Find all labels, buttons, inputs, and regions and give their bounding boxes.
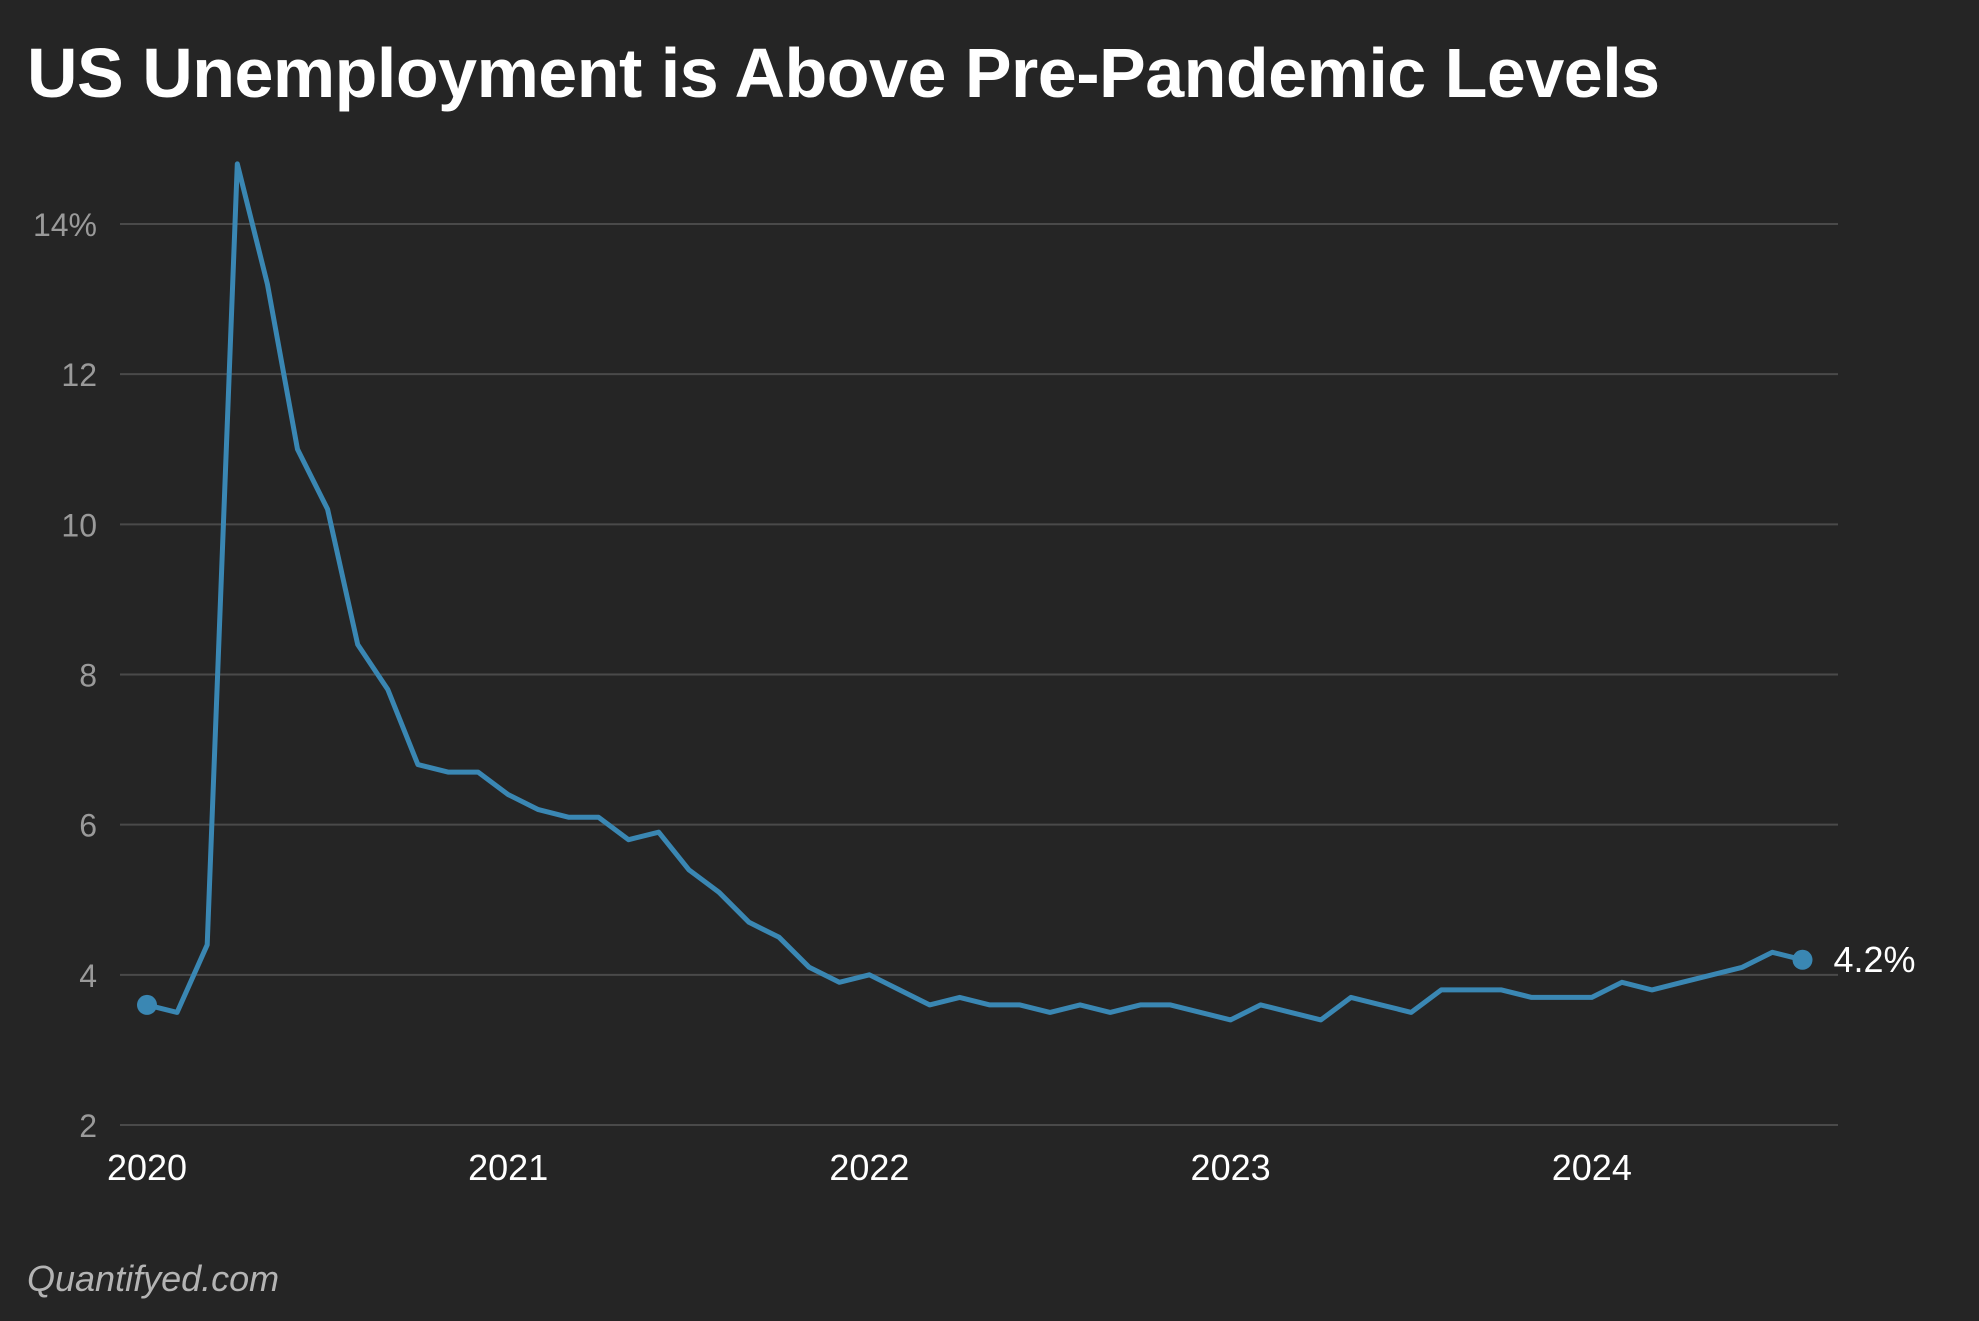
x-tick-label-2021: 2021 bbox=[468, 1147, 548, 1188]
series-line bbox=[144, 161, 1805, 1023]
start-point-marker bbox=[137, 994, 157, 1015]
y-tick-label-12: 12 bbox=[61, 357, 97, 393]
y-tick-label-10: 10 bbox=[61, 507, 97, 543]
x-tick-label-2022: 2022 bbox=[829, 1147, 909, 1188]
y-tick-label-6: 6 bbox=[79, 808, 97, 844]
end-value-label: 4.2% bbox=[1834, 939, 1916, 980]
series-unemployment-rate bbox=[137, 161, 1813, 1023]
x-tick-label-2020: 2020 bbox=[107, 1147, 187, 1188]
chart-title: US Unemployment is Above Pre-Pandemic Le… bbox=[27, 34, 1660, 112]
y-tick-label-8: 8 bbox=[79, 658, 97, 694]
gridlines bbox=[120, 223, 1838, 1126]
end-point-marker bbox=[1792, 949, 1813, 970]
y-tick-label-14: 14% bbox=[33, 207, 97, 243]
source-credit: Quantifyed.com bbox=[27, 1258, 280, 1299]
y-tick-label-2: 2 bbox=[79, 1108, 97, 1144]
x-axis-tick-labels: 2020 2021 2022 2023 2024 bbox=[107, 1147, 1632, 1188]
data-labels: 4.2% bbox=[1834, 939, 1916, 980]
x-tick-label-2024: 2024 bbox=[1552, 1147, 1632, 1188]
y-tick-label-4: 4 bbox=[79, 958, 97, 994]
x-tick-label-2023: 2023 bbox=[1191, 1147, 1271, 1188]
y-axis-tick-labels: 2 4 6 8 10 12 14% bbox=[33, 207, 97, 1144]
